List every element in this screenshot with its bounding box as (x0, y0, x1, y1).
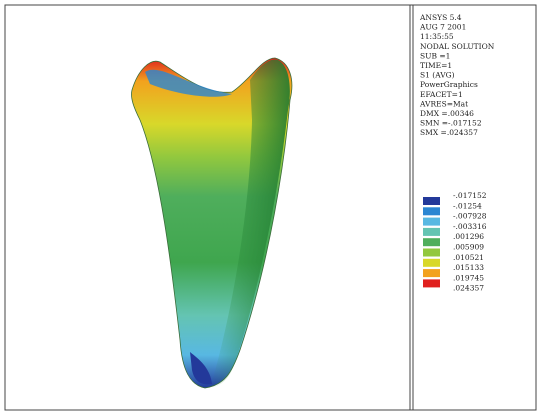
legend-swatch (423, 279, 440, 287)
info-line: ANSYS 5.4 (419, 13, 462, 22)
info-line: SMN =-.017152 (420, 119, 482, 128)
legend-label: -.003316 (453, 222, 487, 231)
legend-label: .005909 (453, 243, 484, 252)
legend-swatch (423, 269, 440, 277)
legend-label: -.007928 (453, 212, 487, 221)
legend-swatch (423, 249, 440, 257)
legend-label: .019745 (453, 273, 484, 282)
info-line: PowerGraphics (420, 80, 478, 89)
legend-swatch (423, 207, 440, 215)
legend-swatch (423, 218, 440, 226)
info-line: S1 (AVG) (420, 71, 455, 80)
info-line: SUB =1 (420, 51, 450, 60)
info-line: 11:35:55 (420, 32, 454, 41)
legend-swatch (423, 259, 440, 267)
legend-label: .015133 (453, 263, 484, 272)
info-line: EFACET=1 (420, 90, 463, 99)
ansys-window: ANSYS 5.4AUG 7 200111:35:55NODAL SOLUTIO… (0, 0, 539, 412)
legend-label: .010521 (453, 253, 484, 262)
info-line: SMX =.024357 (420, 128, 478, 137)
legend-swatch (423, 197, 440, 205)
info-line: AUG 7 2001 (419, 23, 466, 32)
legend-label: -.01254 (453, 201, 482, 210)
info-line: DMX =.00346 (420, 109, 474, 118)
info-line: NODAL SOLUTION (420, 42, 495, 51)
legend-label: .001296 (453, 232, 484, 241)
legend-label: .024357 (453, 284, 484, 293)
legend-label: -.017152 (453, 191, 487, 200)
legend-swatch (423, 228, 440, 236)
info-line: AVRES=Mat (419, 99, 468, 108)
info-line: TIME=1 (420, 61, 452, 70)
legend-swatch (423, 238, 440, 246)
